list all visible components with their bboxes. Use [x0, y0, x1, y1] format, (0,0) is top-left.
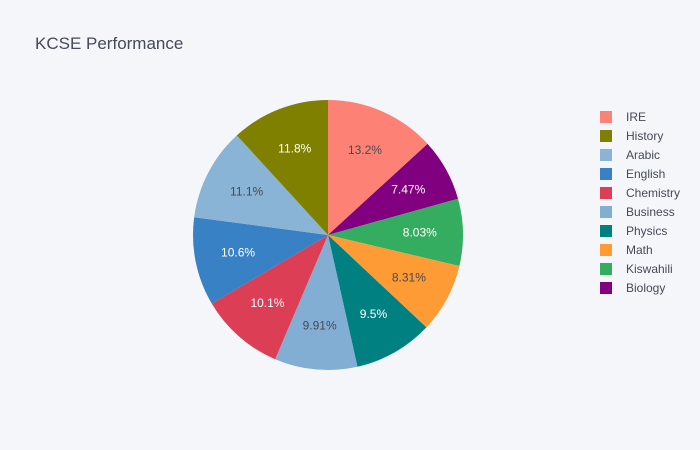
legend-item-arabic[interactable]: Arabic: [600, 145, 680, 164]
legend-label: Math: [626, 242, 653, 257]
legend-label: Kiswahili: [626, 261, 673, 276]
slice-label-math: 8.31%: [392, 271, 426, 285]
legend-label: Physics: [626, 223, 668, 238]
pie-slice-physics[interactable]: [328, 235, 427, 367]
legend-label: History: [626, 128, 664, 143]
legend-swatch: [600, 167, 612, 180]
legend-label: Chemistry: [626, 185, 681, 200]
pie-slice-arabic[interactable]: [194, 135, 328, 235]
legend-swatch: [600, 148, 612, 161]
legend-label: Business: [626, 204, 675, 219]
slice-label-business: 9.91%: [303, 319, 337, 333]
legend-item-math[interactable]: Math: [600, 240, 680, 259]
legend-item-biology[interactable]: Biology: [600, 278, 680, 297]
slice-label-chemistry: 10.1%: [250, 296, 284, 310]
legend-item-ire[interactable]: IRE: [600, 107, 680, 126]
legend-swatch: [600, 186, 612, 199]
slice-label-arabic: 11.1%: [230, 185, 263, 199]
legend-label: Biology: [626, 280, 666, 295]
legend-item-physics[interactable]: Physics: [600, 221, 680, 240]
pie-slice-math[interactable]: [328, 235, 460, 328]
legend-item-english[interactable]: English: [600, 164, 680, 183]
legend-item-business[interactable]: Business: [600, 202, 680, 221]
legend-swatch: [600, 129, 612, 142]
pie-slice-chemistry[interactable]: [211, 235, 328, 360]
pie-slice-biology[interactable]: [328, 143, 459, 235]
pie-slice-ire[interactable]: [328, 100, 428, 235]
legend-swatch: [600, 224, 612, 237]
slice-label-kiswahili: 8.03%: [403, 225, 437, 239]
legend-label: Arabic: [626, 147, 661, 162]
chart-title: KCSE Performance: [35, 34, 184, 53]
legend-swatch: [600, 205, 612, 218]
legend-item-kiswahili[interactable]: Kiswahili: [600, 259, 680, 278]
pie-slice-english[interactable]: [192, 217, 328, 304]
slice-label-english: 10.6%: [221, 245, 255, 259]
legend-swatch: [600, 110, 612, 123]
slice-label-physics: 9.5%: [360, 307, 388, 321]
legend-label: English: [626, 166, 666, 181]
pie-slice-kiswahili[interactable]: [328, 198, 463, 267]
legend-swatch: [600, 281, 612, 294]
legend-label: IRE: [626, 109, 647, 124]
legend-item-history[interactable]: History: [600, 126, 680, 145]
pie-slice-history[interactable]: [236, 100, 328, 235]
legend-swatch: [600, 243, 612, 256]
legend-swatch: [600, 262, 612, 275]
legend-item-chemistry[interactable]: Chemistry: [600, 183, 680, 202]
slice-label-history: 11.8%: [278, 142, 311, 156]
slice-label-ire: 13.2%: [348, 143, 382, 157]
slice-label-biology: 7.47%: [391, 183, 425, 197]
pie-slice-business[interactable]: [275, 235, 358, 370]
legend: IRE History Arabic English Chemistry Business…: [600, 107, 680, 297]
